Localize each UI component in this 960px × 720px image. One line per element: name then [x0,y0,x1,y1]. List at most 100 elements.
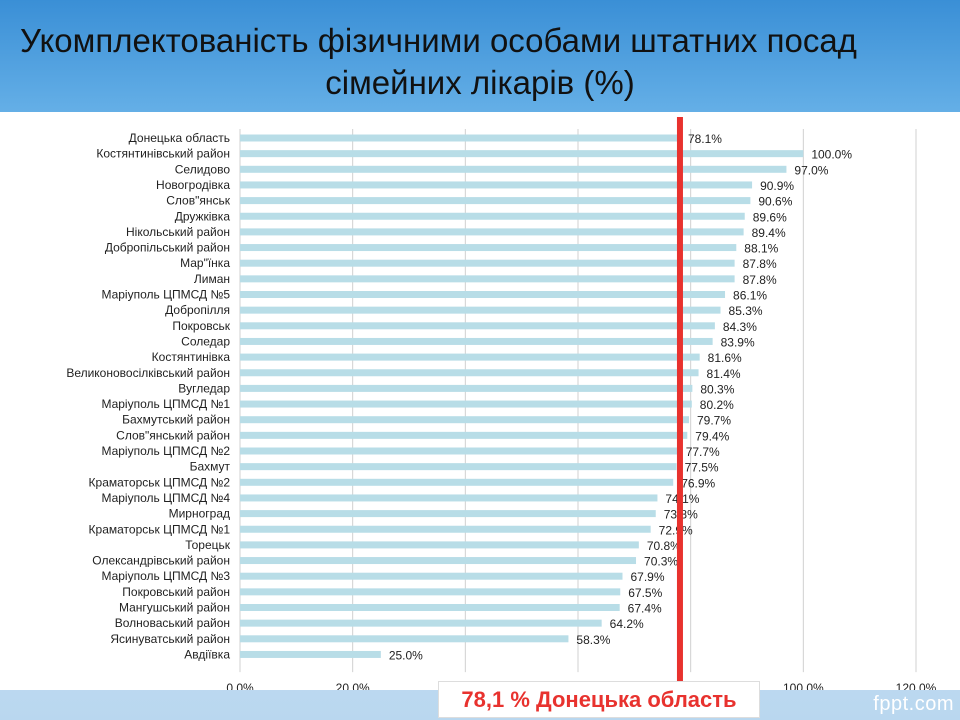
category-label: Покровський район [122,585,230,599]
brand-logo: fppt.com [873,693,954,715]
bar [240,244,737,252]
category-label: Мар"їнка [180,256,230,270]
bar [240,447,678,455]
bar [240,463,677,471]
value-label: 87.8% [743,257,777,271]
slide-title: Укомплектованість фізичними особами штат… [0,0,960,108]
x-tick-label: 20.0% [336,681,370,690]
value-label: 77.5% [685,461,719,475]
category-label: Олександрівський район [92,554,230,568]
category-label: Слов"янський район [116,428,230,442]
value-label: 81.6% [708,351,742,365]
category-label: Мирноград [169,507,230,521]
value-label: 72.9% [659,523,693,537]
bar [240,525,651,533]
category-label: Краматорськ ЦПМСД №2 [89,475,231,489]
value-label: 76.9% [681,476,715,490]
value-label: 67.4% [628,602,662,616]
bar [240,494,658,502]
category-label: Костянтинівський район [96,147,230,161]
bar [240,557,637,565]
category-label: Маріуполь ЦПМСД №5 [101,288,230,302]
bar [240,212,745,220]
category-label: Нікольський район [126,225,230,239]
category-label: Маріуполь ЦПМСД №1 [101,397,230,411]
value-label: 83.9% [721,335,755,349]
value-label: 87.8% [743,273,777,287]
value-label: 100.0% [811,148,852,162]
value-label: 90.6% [758,195,792,209]
category-label: Маріуполь ЦПМСД №4 [101,491,230,505]
value-label: 58.3% [576,633,610,647]
chart-panel: 0.0%20.0%40.0%60.0%80.0%100.0%120.0%Доне… [0,112,960,690]
value-label: 67.5% [628,586,662,600]
value-label: 90.9% [760,179,794,193]
value-label: 70.3% [644,555,678,569]
bar [240,400,692,408]
value-label: 86.1% [733,289,767,303]
value-label: 25.0% [389,648,423,662]
category-label: Великоновосілківський район [66,366,230,380]
category-label: Ясинуватський район [110,632,230,646]
value-label: 79.4% [695,429,729,443]
bar [240,322,715,330]
bar [240,635,569,643]
category-label: Волноваський район [115,616,230,630]
category-label: Торецьк [185,538,231,552]
value-label: 80.3% [700,382,734,396]
category-label: Лиман [194,272,230,286]
bar [240,619,602,627]
category-label: Бахмут [190,460,231,474]
bar [240,384,693,392]
category-label: Селидово [175,162,231,176]
x-tick-label: 120.0% [896,681,937,690]
bar [240,650,381,658]
bar-chart: 0.0%20.0%40.0%60.0%80.0%100.0%120.0%Доне… [66,117,937,690]
bar [240,291,726,298]
bar [240,337,713,345]
x-tick-label: 100.0% [783,681,824,690]
value-label: 79.7% [697,414,731,428]
category-label: Новогродівка [156,178,230,192]
x-tick-label: 0.0% [226,681,254,690]
value-label: 97.0% [794,163,828,177]
category-label: Маріуполь ЦПМСД №3 [101,569,230,583]
category-label: Слов"янськ [166,194,230,208]
value-label: 89.4% [752,226,786,240]
value-label: 67.9% [631,570,665,584]
category-label: Добропільський район [105,241,230,255]
bar [240,431,688,439]
bar [240,604,620,611]
bar [240,228,744,236]
category-label: Донецька область [129,131,230,145]
category-label: Мангушський район [119,601,230,615]
title-line-2: сімейних лікарів (%) [325,64,635,101]
reference-line [676,117,683,690]
category-label: Костянтинівка [152,350,231,364]
bar [240,353,700,361]
category-label: Авдіївка [184,647,230,661]
value-label: 81.4% [707,367,741,381]
bar [240,416,689,424]
category-label: Бахмутський район [122,413,230,427]
title-line-1: Укомплектованість фізичними особами штат… [20,22,857,59]
bar [240,541,639,549]
value-label: 78.1% [688,132,722,146]
bar [240,150,804,158]
value-label: 64.2% [610,617,644,631]
bar [240,165,787,173]
category-label: Маріуполь ЦПМСД №2 [101,444,230,458]
value-label: 85.3% [729,304,763,318]
category-label: Вугледар [178,381,230,395]
category-label: Краматорськ ЦПМСД №1 [89,522,231,536]
bar [240,259,735,267]
bar [240,275,735,283]
bar [240,306,721,314]
category-label: Дружківка [175,209,231,223]
value-label: 88.1% [744,242,778,256]
bar [240,588,621,596]
bar [240,510,656,518]
bar [240,181,753,189]
category-label: Соледар [181,334,230,348]
category-label: Покровськ [172,319,230,333]
